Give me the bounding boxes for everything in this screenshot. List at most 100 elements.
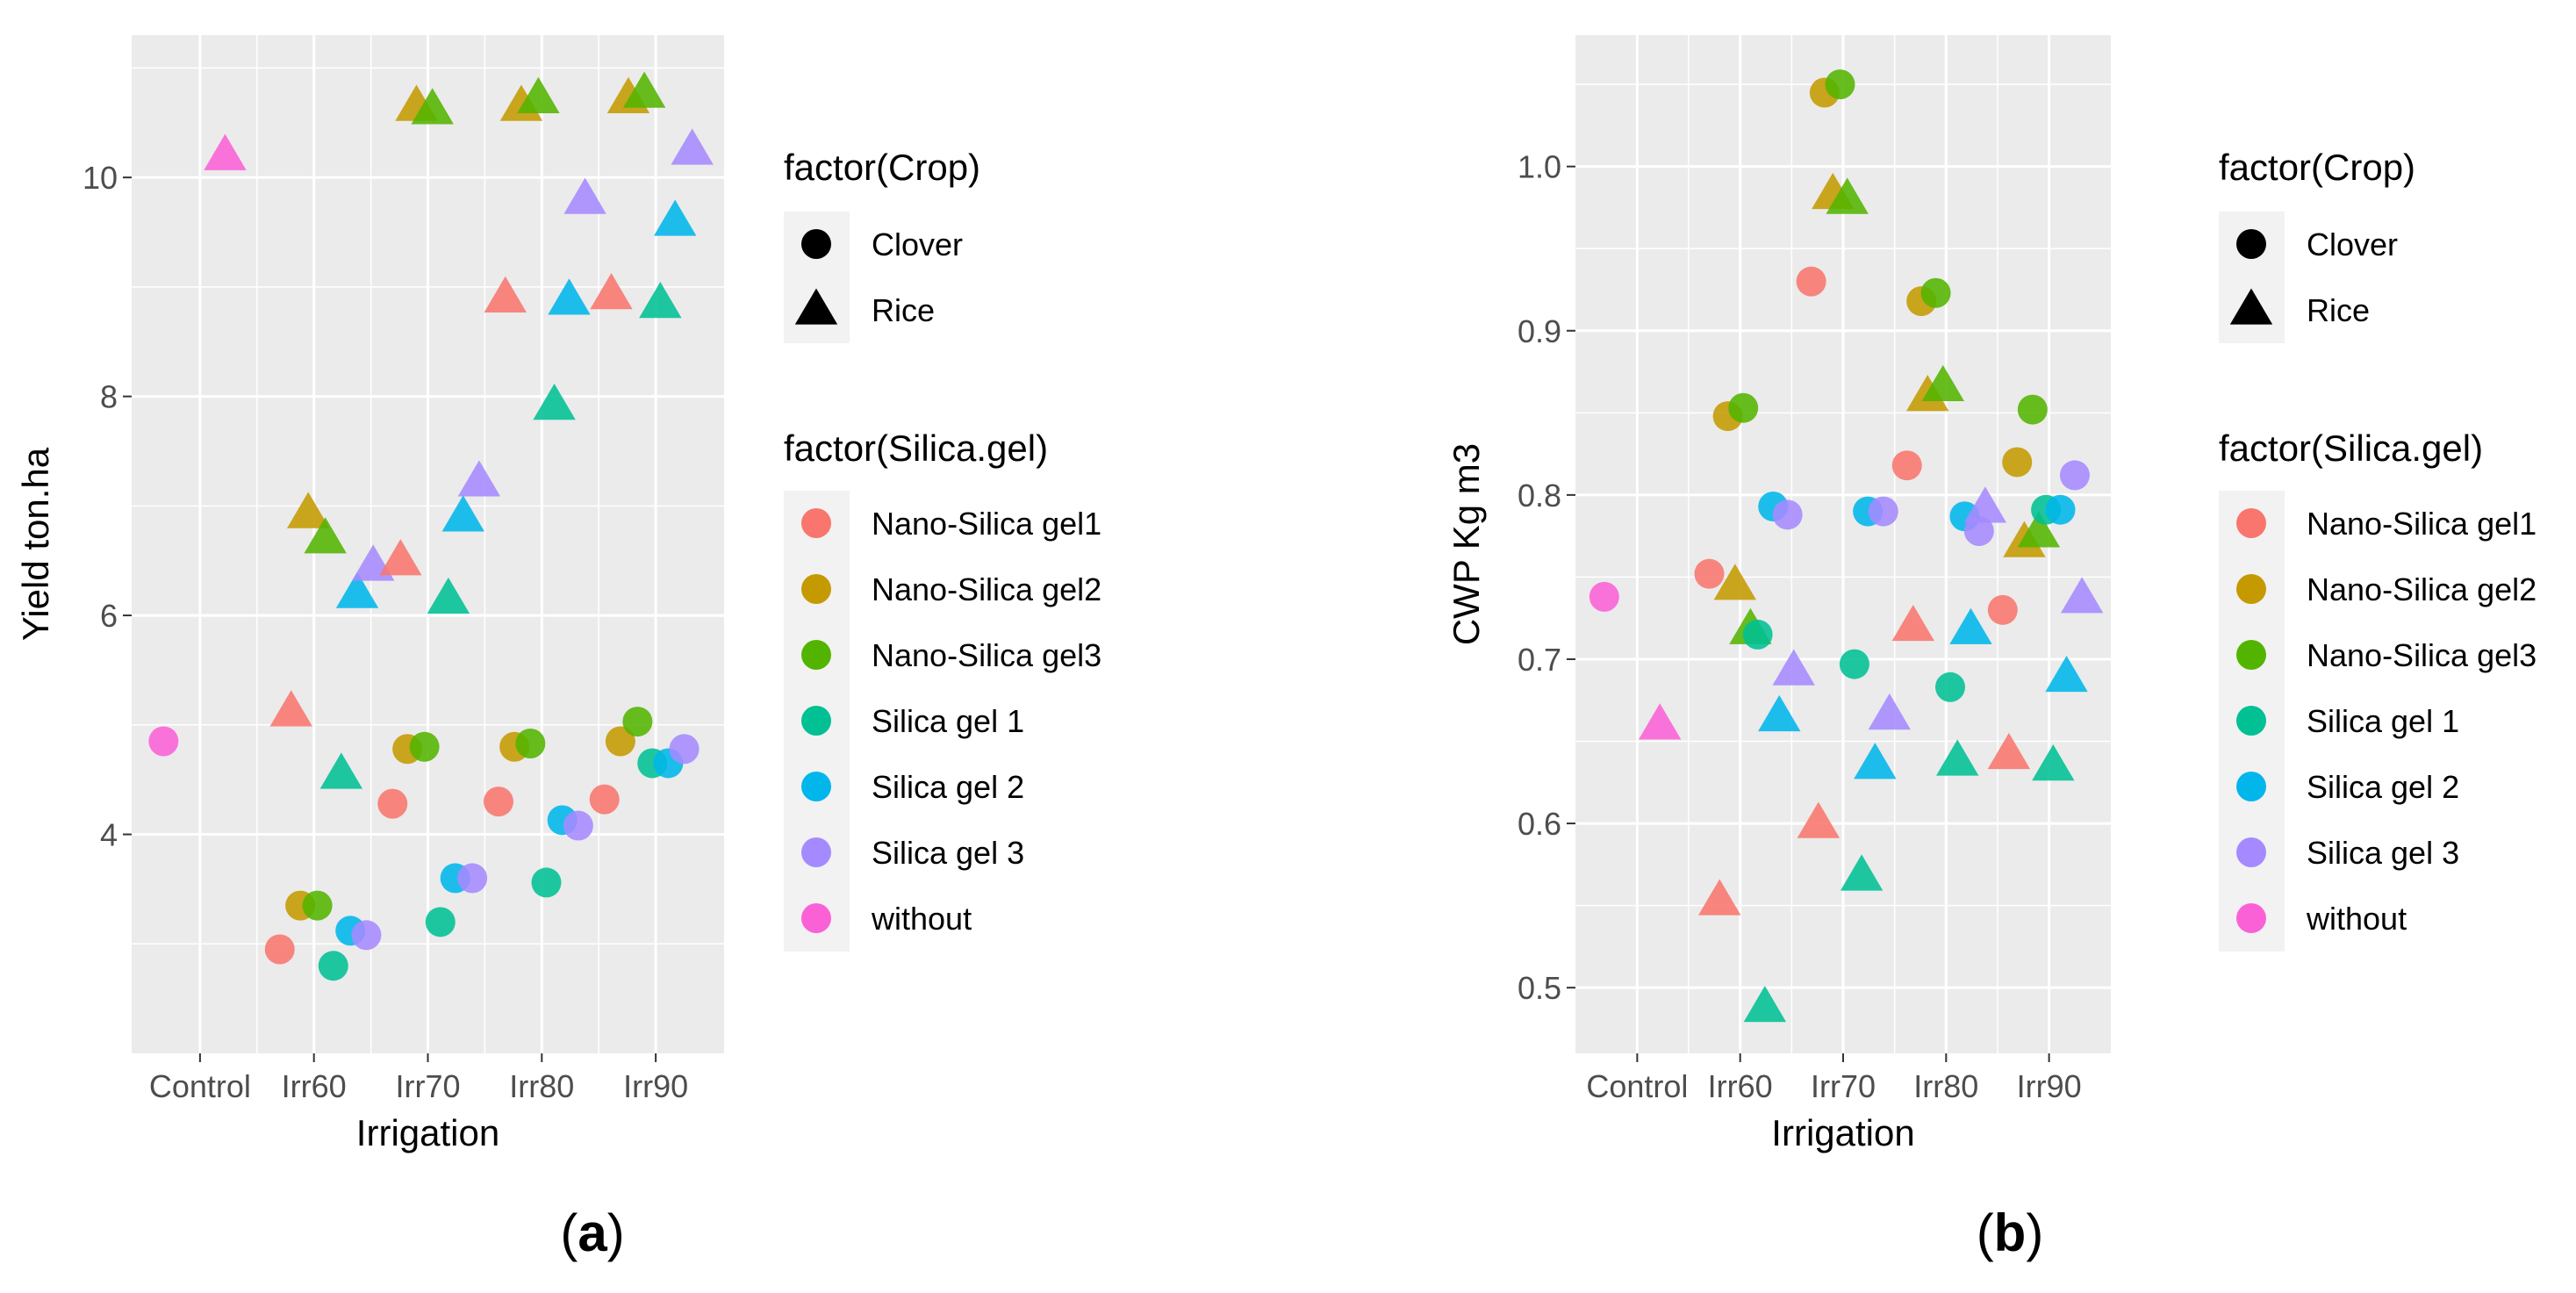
point-rice-nano-silica-gel1 [1891, 604, 1934, 642]
legend-swatch-silica-gel-2 [801, 772, 831, 801]
legend-crop-title: factor(Crop) [2219, 147, 2415, 188]
point-rice-without [204, 133, 247, 170]
point-clover-silica-gel-3 [351, 920, 382, 951]
legend-swatch-nano-silica-gel3 [2236, 640, 2266, 670]
panel-label-b: (b) [1977, 1203, 2044, 1262]
point-rice-silica-gel-2 [653, 199, 697, 236]
point-clover-silica-gel-1 [425, 907, 456, 937]
x-tick-label: Irr80 [509, 1068, 574, 1104]
legend-swatch-nano-silica-gel2 [2236, 574, 2266, 604]
legend-swatch-silica-gel-3 [801, 837, 831, 867]
y-axis-title: CWP Kg m3 [1446, 443, 1487, 645]
y-axis-title: Yield ton.ha [15, 447, 56, 641]
legend-silica-silica-gel-2: Silica gel 2 [872, 769, 1024, 805]
point-clover-nano-silica-gel3 [1825, 69, 1855, 100]
point-rice-silica-gel-3 [563, 177, 606, 214]
point-rice-silica-gel-1 [319, 752, 363, 789]
point-rice-nano-silica-gel1 [269, 690, 312, 727]
point-rice-nano-silica-gel1 [1698, 879, 1741, 916]
y-tick-label: 0.8 [1518, 478, 1561, 514]
x-tick-label: Irr90 [2017, 1068, 2082, 1104]
legend-silica-silica-gel-3: Silica gel 3 [2307, 835, 2459, 871]
point-rice-nano-silica-gel1 [590, 273, 633, 310]
point-rice-nano-silica-gel3 [304, 517, 347, 554]
point-rice-silica-gel-1 [533, 384, 576, 420]
point-clover-silica-gel-3 [669, 734, 700, 765]
point-clover-silica-gel-3 [1868, 496, 1898, 527]
legend-swatch-nano-silica-gel1 [801, 508, 831, 538]
legend-silica-without: without [2306, 901, 2407, 937]
point-rice-silica-gel-2 [548, 278, 591, 315]
point-clover-nano-silica-gel3 [515, 729, 546, 759]
legend: factor(Crop) Clover Rice factor(Silica.gel)… [2219, 147, 2537, 952]
legend-circle-icon [801, 229, 831, 259]
y-tick-label: 0.7 [1518, 642, 1561, 678]
panel-label-close: ) [2026, 1203, 2043, 1262]
x-tick-label: Irr70 [395, 1068, 460, 1104]
point-rice-silica-gel-2 [2045, 655, 2088, 693]
point-clover-nano-silica-gel1 [483, 787, 513, 817]
x-axis-title: Irrigation [356, 1112, 499, 1153]
point-clover-nano-silica-gel3 [1920, 277, 1951, 308]
point-clover-silica-gel-1 [531, 867, 562, 898]
point-rice-silica-gel-3 [457, 460, 501, 497]
point-rice-without [1638, 703, 1682, 740]
x-tick-label: Irr90 [623, 1068, 688, 1104]
legend-silica-nano-silica-gel2: Nano-Silica gel2 [872, 571, 1101, 607]
x-tick-label: Irr60 [282, 1068, 347, 1104]
point-rice-silica-gel-3 [671, 128, 714, 165]
legend-silica-silica-gel-3: Silica gel 3 [872, 835, 1024, 871]
panel-label-a: (a) [560, 1203, 624, 1262]
point-clover-silica-gel-1 [1839, 649, 1869, 679]
point-rice-silica-gel-1 [1743, 986, 1787, 1023]
legend-swatch-nano-silica-gel3 [801, 640, 831, 670]
point-rice-nano-silica-gel3 [517, 76, 560, 113]
panel-label-letter: b [1994, 1203, 2027, 1262]
point-rice-silica-gel-1 [2032, 744, 2075, 781]
point-clover-nano-silica-gel3 [302, 890, 333, 921]
x-tick-label: Irr60 [1708, 1068, 1773, 1104]
point-rice-silica-gel-3 [1963, 486, 2007, 523]
y-tick-label: 4 [100, 817, 118, 853]
legend-circle-icon [2236, 229, 2266, 259]
x-tick-label: Control [1586, 1068, 1688, 1104]
point-rice-silica-gel-1 [1936, 739, 1979, 776]
legend-swatch-silica-gel-2 [2236, 772, 2266, 801]
point-clover-nano-silica-gel2 [2002, 447, 2033, 478]
point-rice-silica-gel-3 [2060, 577, 2104, 614]
point-rice-nano-silica-gel2 [1713, 564, 1757, 600]
point-rice-silica-gel-1 [427, 577, 470, 614]
point-clover-silica-gel-3 [2059, 460, 2090, 491]
legend-silica-silica-gel-2: Silica gel 2 [2307, 769, 2459, 805]
panel-label-close: ) [607, 1203, 625, 1262]
legend-swatch-without [2236, 903, 2266, 933]
point-clover-silica-gel-1 [1742, 619, 1773, 650]
point-clover-nano-silica-gel1 [589, 784, 620, 815]
x-tick-label: Control [149, 1068, 251, 1104]
panel-label-open: ( [560, 1203, 578, 1262]
point-clover-silica-gel-1 [1935, 672, 1965, 702]
legend-silica-nano-silica-gel3: Nano-Silica gel3 [2307, 637, 2537, 673]
legend-crop-clover: Clover [872, 226, 963, 262]
point-rice-nano-silica-gel1 [1987, 732, 2031, 770]
chart-panel-a: 4 6 8 10 Control Irr60 Irr70 Irr80 Irr90 Irrigati… [15, 35, 1101, 1262]
point-clover-silica-gel-2 [2045, 494, 2076, 525]
legend-triangle-icon [2229, 288, 2273, 325]
point-rice-nano-silica-gel3 [2017, 511, 2061, 548]
point-clover-nano-silica-gel3 [2017, 394, 2048, 425]
point-rice-nano-silica-gel3 [1921, 364, 1964, 402]
point-clover-silica-gel-3 [563, 810, 593, 841]
data-points [148, 71, 714, 981]
point-clover-nano-silica-gel1 [1987, 594, 2018, 625]
legend: factor(Crop) Clover Rice factor(Silica.gel)… [784, 147, 1101, 952]
legend-crop-rice: Rice [872, 292, 935, 328]
point-clover-nano-silica-gel3 [622, 707, 653, 737]
legend-silica-title: factor(Silica.gel) [784, 427, 1048, 469]
legend-triangle-icon [794, 288, 838, 325]
point-clover-silica-gel-3 [457, 863, 488, 894]
point-rice-silica-gel-1 [639, 282, 682, 319]
point-clover-nano-silica-gel2 [605, 726, 635, 757]
point-rice-silica-gel-3 [1868, 693, 1911, 730]
point-rice-silica-gel-2 [1949, 607, 1992, 644]
